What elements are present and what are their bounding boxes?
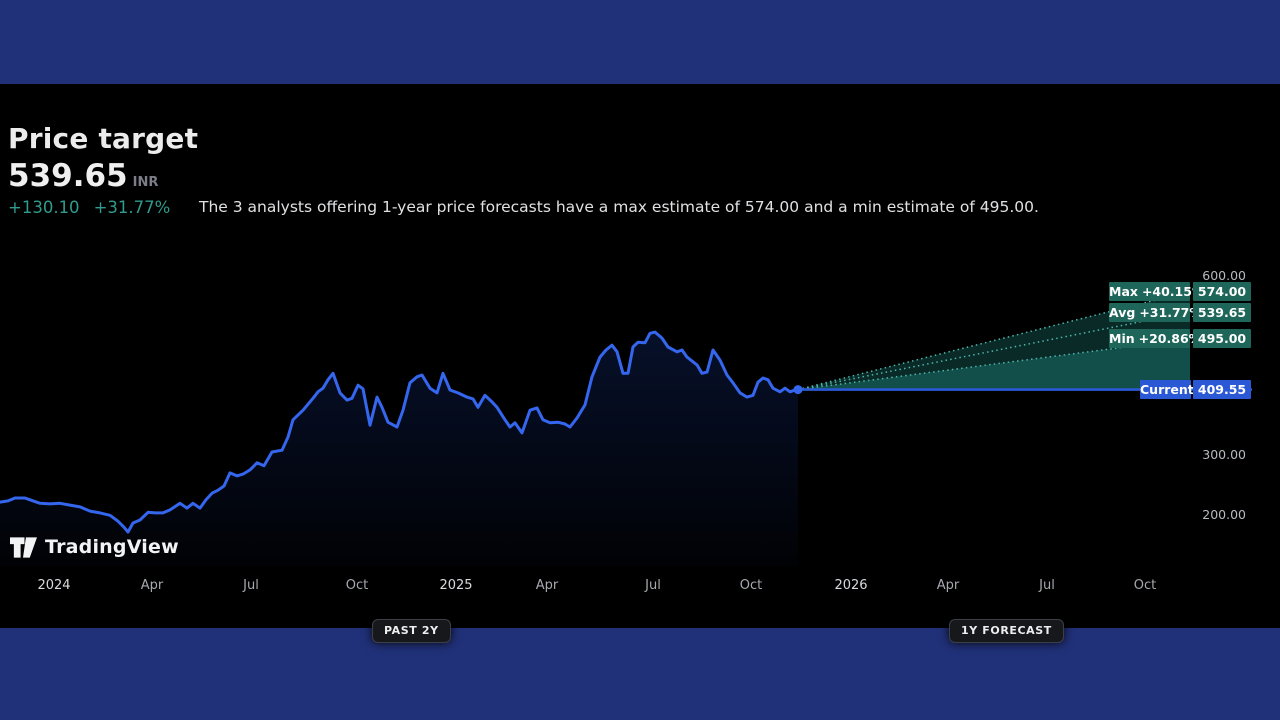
avg-estimate-badge-value: 539.65 <box>1193 302 1251 322</box>
x-axis-label: Jul <box>243 578 259 593</box>
forecast-period-badge: 1Y FORECAST <box>949 619 1064 643</box>
min-estimate-badge-label: Min +20.86% <box>1109 329 1201 349</box>
tradingview-logo[interactable]: TradingView <box>10 536 179 558</box>
price-chart-canvas[interactable] <box>0 84 1280 628</box>
x-axis-label: Oct <box>1133 578 1157 593</box>
widget-title: Price target <box>8 122 199 155</box>
current-price-dot <box>793 385 803 395</box>
tradingview-wordmark: TradingView <box>45 536 179 558</box>
current-price-badge-value: 409.55 <box>1193 380 1251 400</box>
x-axis-label: Apr <box>140 578 164 593</box>
forecast-avg-line <box>797 311 1191 391</box>
x-axis-label: 2024 <box>37 578 71 593</box>
price-row: 539.65 INR <box>8 158 158 194</box>
tradingview-icon <box>10 536 37 558</box>
change-row: +130.10 +31.77% <box>8 198 184 217</box>
analyst-summary-text: The 3 analysts offering 1-year price for… <box>199 198 1039 216</box>
x-axis-label: Jul <box>1039 578 1055 593</box>
change-percent: +31.77% <box>93 198 171 217</box>
y-axis-label: 600.00 <box>1202 267 1246 283</box>
x-axis-label: Apr <box>936 578 960 593</box>
x-axis-label: Jul <box>645 578 661 593</box>
y-axis-label: 300.00 <box>1202 447 1246 462</box>
bottom-frame-band <box>0 628 1280 720</box>
history-price-line <box>0 330 800 534</box>
max-estimate-badge-label: Max +40.15% <box>1109 282 1204 301</box>
max-estimate-badge-text: +40.15% <box>1141 284 1205 299</box>
price-target-value: 539.65 <box>8 158 128 194</box>
min-estimate-badge-text: +20.86% <box>1138 331 1202 347</box>
current-price-badge-text: Current <box>1140 382 1194 398</box>
avg-estimate-badge-text: +31.77% <box>1139 304 1202 320</box>
price-target-widget: Price target 539.65 INR +130.10 +31.77% Th… <box>0 84 1280 643</box>
max-estimate-badge-value: 574.00 <box>1193 282 1251 301</box>
change-absolute: +130.10 <box>8 198 80 217</box>
x-axis-label: Oct <box>345 578 369 593</box>
currency-label: INR <box>132 175 159 190</box>
current-price-badge-label: Current <box>1140 380 1194 400</box>
avg-estimate-badge-label: Avg +31.77% <box>1109 302 1202 322</box>
avg-estimate-badge-text: Avg <box>1109 304 1136 320</box>
x-axis-label: Oct <box>739 578 763 593</box>
x-axis-label: Apr <box>535 578 559 593</box>
max-estimate-badge-text: Max <box>1109 284 1138 299</box>
top-frame-band <box>0 0 1280 84</box>
min-estimate-badge-text: Min <box>1109 331 1135 347</box>
forecast-fan-upper <box>798 291 1190 390</box>
min-estimate-badge-value: 495.00 <box>1193 329 1251 349</box>
history-area-fill <box>0 332 798 566</box>
past-period-badge: PAST 2Y <box>372 619 451 643</box>
x-axis-label: 2025 <box>439 578 473 593</box>
x-axis-label: 2026 <box>834 578 868 593</box>
y-axis-label: 200.00 <box>1202 506 1246 522</box>
